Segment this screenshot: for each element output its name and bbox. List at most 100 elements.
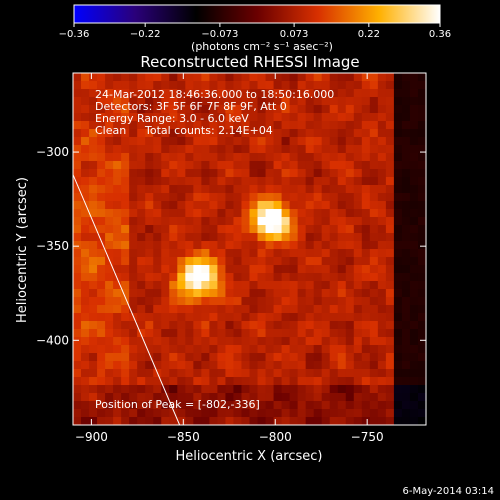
heatmap-cell	[281, 409, 291, 418]
heatmap-cell	[185, 393, 194, 402]
heatmap-cell	[337, 401, 347, 410]
heatmap-cell	[385, 145, 395, 154]
heatmap-cell	[329, 401, 339, 410]
heatmap-cell	[137, 185, 146, 194]
heatmap-cell	[273, 361, 283, 370]
heatmap-cell	[337, 145, 347, 154]
heatmap-cell	[241, 129, 251, 138]
heatmap-cell	[185, 153, 194, 162]
heatmap-cell	[305, 161, 315, 170]
heatmap-cell	[345, 305, 355, 314]
heatmap-cell	[153, 121, 162, 130]
heatmap-cell	[281, 113, 291, 122]
heatmap-cell	[121, 185, 130, 194]
heatmap-cell	[153, 177, 162, 186]
heatmap-cell	[265, 401, 275, 410]
heatmap-cell	[249, 385, 259, 394]
heatmap-cell	[97, 329, 106, 338]
heatmap-cell	[137, 161, 146, 170]
heatmap-cell	[217, 89, 227, 98]
heatmap-cell	[345, 257, 355, 266]
heatmap-cell	[345, 409, 355, 418]
heatmap-cell	[401, 305, 411, 314]
heatmap-cell	[305, 153, 315, 162]
heatmap-cell	[73, 105, 82, 114]
heatmap-cell	[169, 217, 178, 226]
heatmap-cell	[81, 177, 90, 186]
heatmap-cell	[289, 153, 299, 162]
heatmap-cell	[169, 385, 178, 394]
heatmap-cell	[105, 89, 114, 98]
heatmap-cell	[377, 281, 387, 290]
heatmap-cell	[345, 281, 355, 290]
axis-ticks: −900 −850 −800 −750−300−350−400	[36, 73, 426, 444]
heatmap-cell	[73, 89, 82, 98]
heatmap-cell	[249, 377, 259, 386]
heatmap-cell	[161, 393, 170, 402]
heatmap-cell	[321, 193, 331, 202]
heatmap-cell	[161, 385, 170, 394]
heatmap-cell	[305, 73, 315, 82]
heatmap-cell	[121, 369, 130, 378]
heatmap-cell	[217, 329, 227, 338]
heatmap-cell	[193, 305, 202, 314]
heatmap-cell	[113, 201, 122, 210]
heatmap-cell	[297, 297, 307, 306]
heatmap-cell	[361, 345, 371, 354]
heatmap-cell	[105, 121, 114, 130]
heatmap-cell	[385, 249, 395, 258]
heatmap-cell	[361, 313, 371, 322]
heatmap-cell	[169, 193, 178, 202]
heatmap-cell	[113, 89, 122, 98]
heatmap-cell	[353, 97, 363, 106]
heatmap-cell	[145, 201, 154, 210]
heatmap-cell	[401, 89, 411, 98]
heatmap-cell	[313, 409, 323, 418]
heatmap-cell	[97, 265, 106, 274]
heatmap-cell	[169, 401, 178, 410]
heatmap-cell	[353, 153, 363, 162]
heatmap-cell	[209, 417, 219, 425]
heatmap-cell	[233, 241, 243, 250]
heatmap-cell	[417, 393, 426, 402]
heatmap-cell	[313, 81, 323, 90]
heatmap-cell	[401, 393, 411, 402]
heatmap-cell	[129, 265, 138, 274]
heatmap-cell	[313, 97, 323, 106]
heatmap-cell	[137, 81, 146, 90]
heatmap-cell	[265, 281, 275, 290]
heatmap-cell	[113, 417, 122, 425]
heatmap-cell	[313, 113, 323, 122]
heatmap-cell	[305, 137, 315, 146]
heatmap-cell	[409, 161, 419, 170]
heatmap-cell	[241, 233, 251, 242]
heatmap-cell	[209, 289, 219, 298]
heatmap-cell	[281, 225, 291, 234]
heatmap-cell	[273, 305, 283, 314]
heatmap-cell	[225, 137, 235, 146]
heatmap-cell	[225, 289, 235, 298]
heatmap-cell	[329, 177, 339, 186]
heatmap-cell	[337, 185, 347, 194]
heatmap-cell	[297, 273, 307, 282]
heatmap-cell	[329, 81, 339, 90]
heatmap-cell	[409, 225, 419, 234]
heatmap-cell	[201, 89, 210, 98]
heatmap-cell	[321, 105, 331, 114]
heatmap-cell	[145, 137, 154, 146]
heatmap-cell	[409, 409, 419, 418]
heatmap-cell	[153, 401, 162, 410]
heatmap-cell	[217, 241, 227, 250]
heatmap-cell	[73, 145, 82, 154]
heatmap-cell	[337, 337, 347, 346]
heatmap-cell	[97, 233, 106, 242]
heatmap-cell	[193, 417, 202, 425]
heatmap-cell	[281, 97, 291, 106]
heatmap-cell	[169, 329, 178, 338]
heatmap-cell	[393, 153, 403, 162]
heatmap-cell	[345, 185, 355, 194]
heatmap-cell	[153, 241, 162, 250]
heatmap-cell	[81, 377, 90, 386]
heatmap-cell	[161, 345, 170, 354]
heatmap-cell	[281, 321, 291, 330]
